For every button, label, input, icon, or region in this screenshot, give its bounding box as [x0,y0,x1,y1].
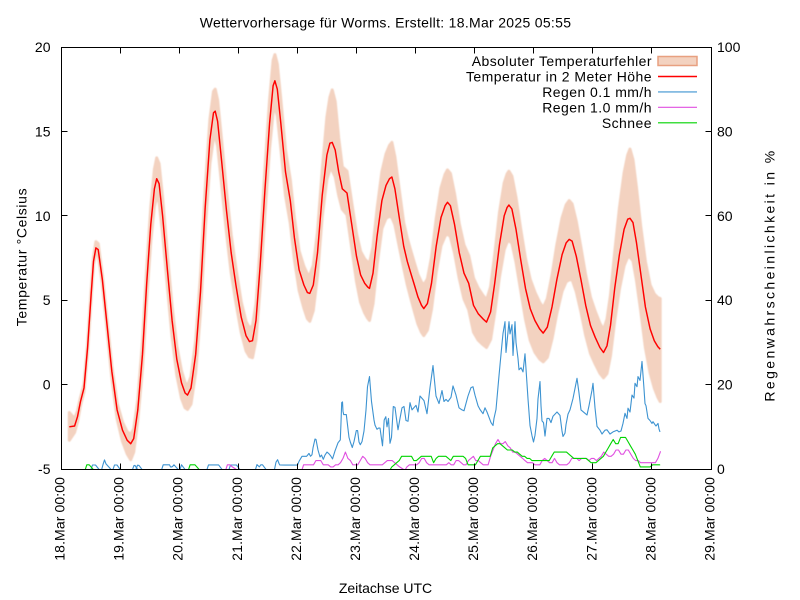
svg-text:26.Mar 00:00: 26.Mar 00:00 [524,477,540,561]
svg-text:20.Mar 00:00: 20.Mar 00:00 [170,477,186,561]
svg-text:Schnee: Schnee [602,115,652,131]
svg-text:27.Mar 00:00: 27.Mar 00:00 [583,477,599,561]
svg-text:10: 10 [35,208,51,224]
svg-text:Zeitachse UTC: Zeitachse UTC [339,580,432,596]
svg-text:29.Mar 00:00: 29.Mar 00:00 [702,477,718,561]
svg-text:-5: -5 [38,461,51,477]
svg-text:Regenwahrscheinlichkeit in %: Regenwahrscheinlichkeit in % [762,148,778,401]
svg-text:Regen 0.1 mm/h: Regen 0.1 mm/h [542,84,652,100]
svg-text:15: 15 [35,123,51,139]
svg-text:Temperatur °Celsius: Temperatur °Celsius [14,188,30,327]
svg-text:18.Mar 00:00: 18.Mar 00:00 [52,477,68,561]
svg-text:Wettervorhersage für Worms. Er: Wettervorhersage für Worms. Erstellt: 18… [200,15,572,31]
svg-text:0: 0 [717,461,725,477]
svg-text:Temperatur in 2 Meter Höhe: Temperatur in 2 Meter Höhe [466,69,652,85]
svg-text:21.Mar 00:00: 21.Mar 00:00 [229,477,245,561]
svg-text:25.Mar 00:00: 25.Mar 00:00 [465,477,481,561]
svg-text:100: 100 [717,39,741,55]
svg-text:24.Mar 00:00: 24.Mar 00:00 [406,477,422,561]
svg-text:22.Mar 00:00: 22.Mar 00:00 [288,477,304,561]
svg-text:20: 20 [35,39,51,55]
svg-text:28.Mar 00:00: 28.Mar 00:00 [642,477,658,561]
svg-text:19.Mar 00:00: 19.Mar 00:00 [111,477,127,561]
svg-text:23.Mar 00:00: 23.Mar 00:00 [347,477,363,561]
svg-text:60: 60 [717,208,733,224]
svg-text:0: 0 [43,377,51,393]
svg-text:80: 80 [717,123,733,139]
svg-text:40: 40 [717,292,733,308]
svg-text:20: 20 [717,377,733,393]
svg-text:Regen 1.0 mm/h: Regen 1.0 mm/h [542,99,652,115]
svg-text:5: 5 [43,292,51,308]
svg-text:Absoluter Temperaturfehler: Absoluter Temperaturfehler [472,53,652,69]
